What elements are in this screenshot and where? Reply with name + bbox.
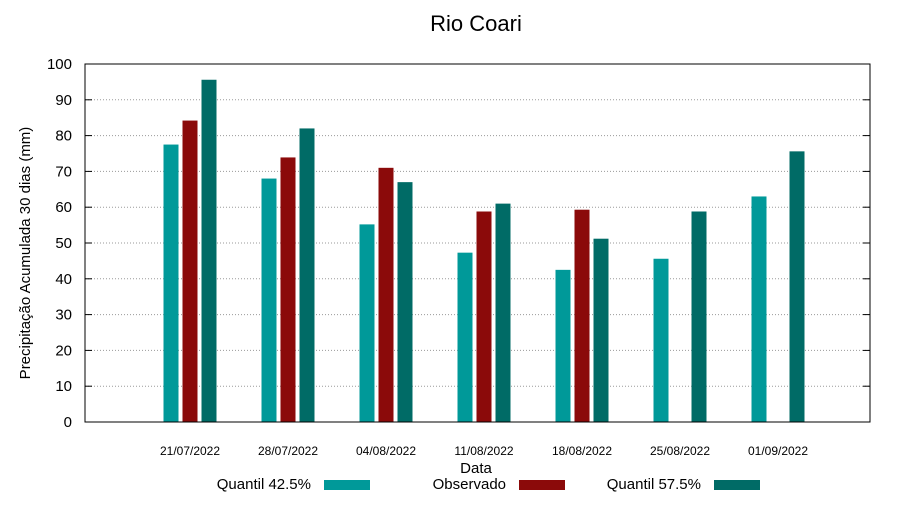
x-tick-label: 28/07/2022 (258, 444, 318, 458)
bar (574, 209, 590, 422)
bar (593, 238, 609, 422)
x-axis-label: Data (460, 460, 492, 477)
x-tick-label: 25/08/2022 (650, 444, 710, 458)
legend-label: Quantil 57.5% (607, 476, 701, 493)
y-tick-label: 70 (55, 163, 72, 180)
y-axis-label: Precipitação Acumulada 30 dias (mm) (17, 127, 34, 380)
y-tick-label: 10 (55, 378, 72, 395)
y-tick-label: 50 (55, 235, 72, 252)
y-tick-label: 90 (55, 92, 72, 109)
y-axis-ticks: 0 10 20 30 40 50 60 70 80 90 100 (47, 56, 870, 431)
x-tick-label: 11/08/2022 (454, 444, 513, 458)
legend-swatch (324, 480, 370, 490)
y-tick-label: 20 (55, 342, 72, 359)
bars (163, 79, 805, 423)
bar (457, 252, 473, 422)
bar (397, 182, 413, 422)
bar (476, 211, 492, 422)
y-tick-label: 80 (55, 128, 72, 145)
bar (789, 151, 805, 423)
legend-label: Quantil 42.5% (217, 476, 311, 493)
legend-swatch (519, 480, 565, 490)
bar (201, 79, 217, 422)
y-tick-label: 0 (64, 414, 72, 431)
bar (495, 203, 511, 422)
bar (378, 167, 394, 422)
bar (261, 178, 277, 422)
y-tick-label: 100 (47, 56, 72, 73)
bar (653, 258, 669, 422)
grid-lines (85, 99, 870, 387)
legend: Quantil 42.5% Observado Quantil 57.5% (217, 476, 760, 493)
bar (359, 224, 375, 422)
bar (163, 144, 179, 423)
y-tick-label: 60 (55, 199, 72, 216)
chart-title: Rio Coari (430, 11, 522, 36)
bar (751, 196, 767, 422)
x-tick-label: 18/08/2022 (552, 444, 612, 458)
legend-label: Observado (433, 476, 506, 493)
x-tick-label: 01/09/2022 (748, 444, 808, 458)
y-tick-label: 30 (55, 307, 72, 324)
bar (299, 128, 315, 422)
plot-frame (84, 63, 871, 423)
y-tick-label: 40 (55, 271, 72, 288)
x-tick-label: 21/07/2022 (160, 444, 220, 458)
bar (691, 211, 707, 422)
bar (555, 269, 571, 422)
legend-swatch (714, 480, 760, 490)
bar (280, 157, 296, 423)
bar (182, 120, 198, 423)
x-axis-ticks: 21/07/2022 28/07/2022 04/08/2022 11/08/2022… (160, 444, 808, 458)
x-tick-label: 04/08/2022 (356, 444, 416, 458)
